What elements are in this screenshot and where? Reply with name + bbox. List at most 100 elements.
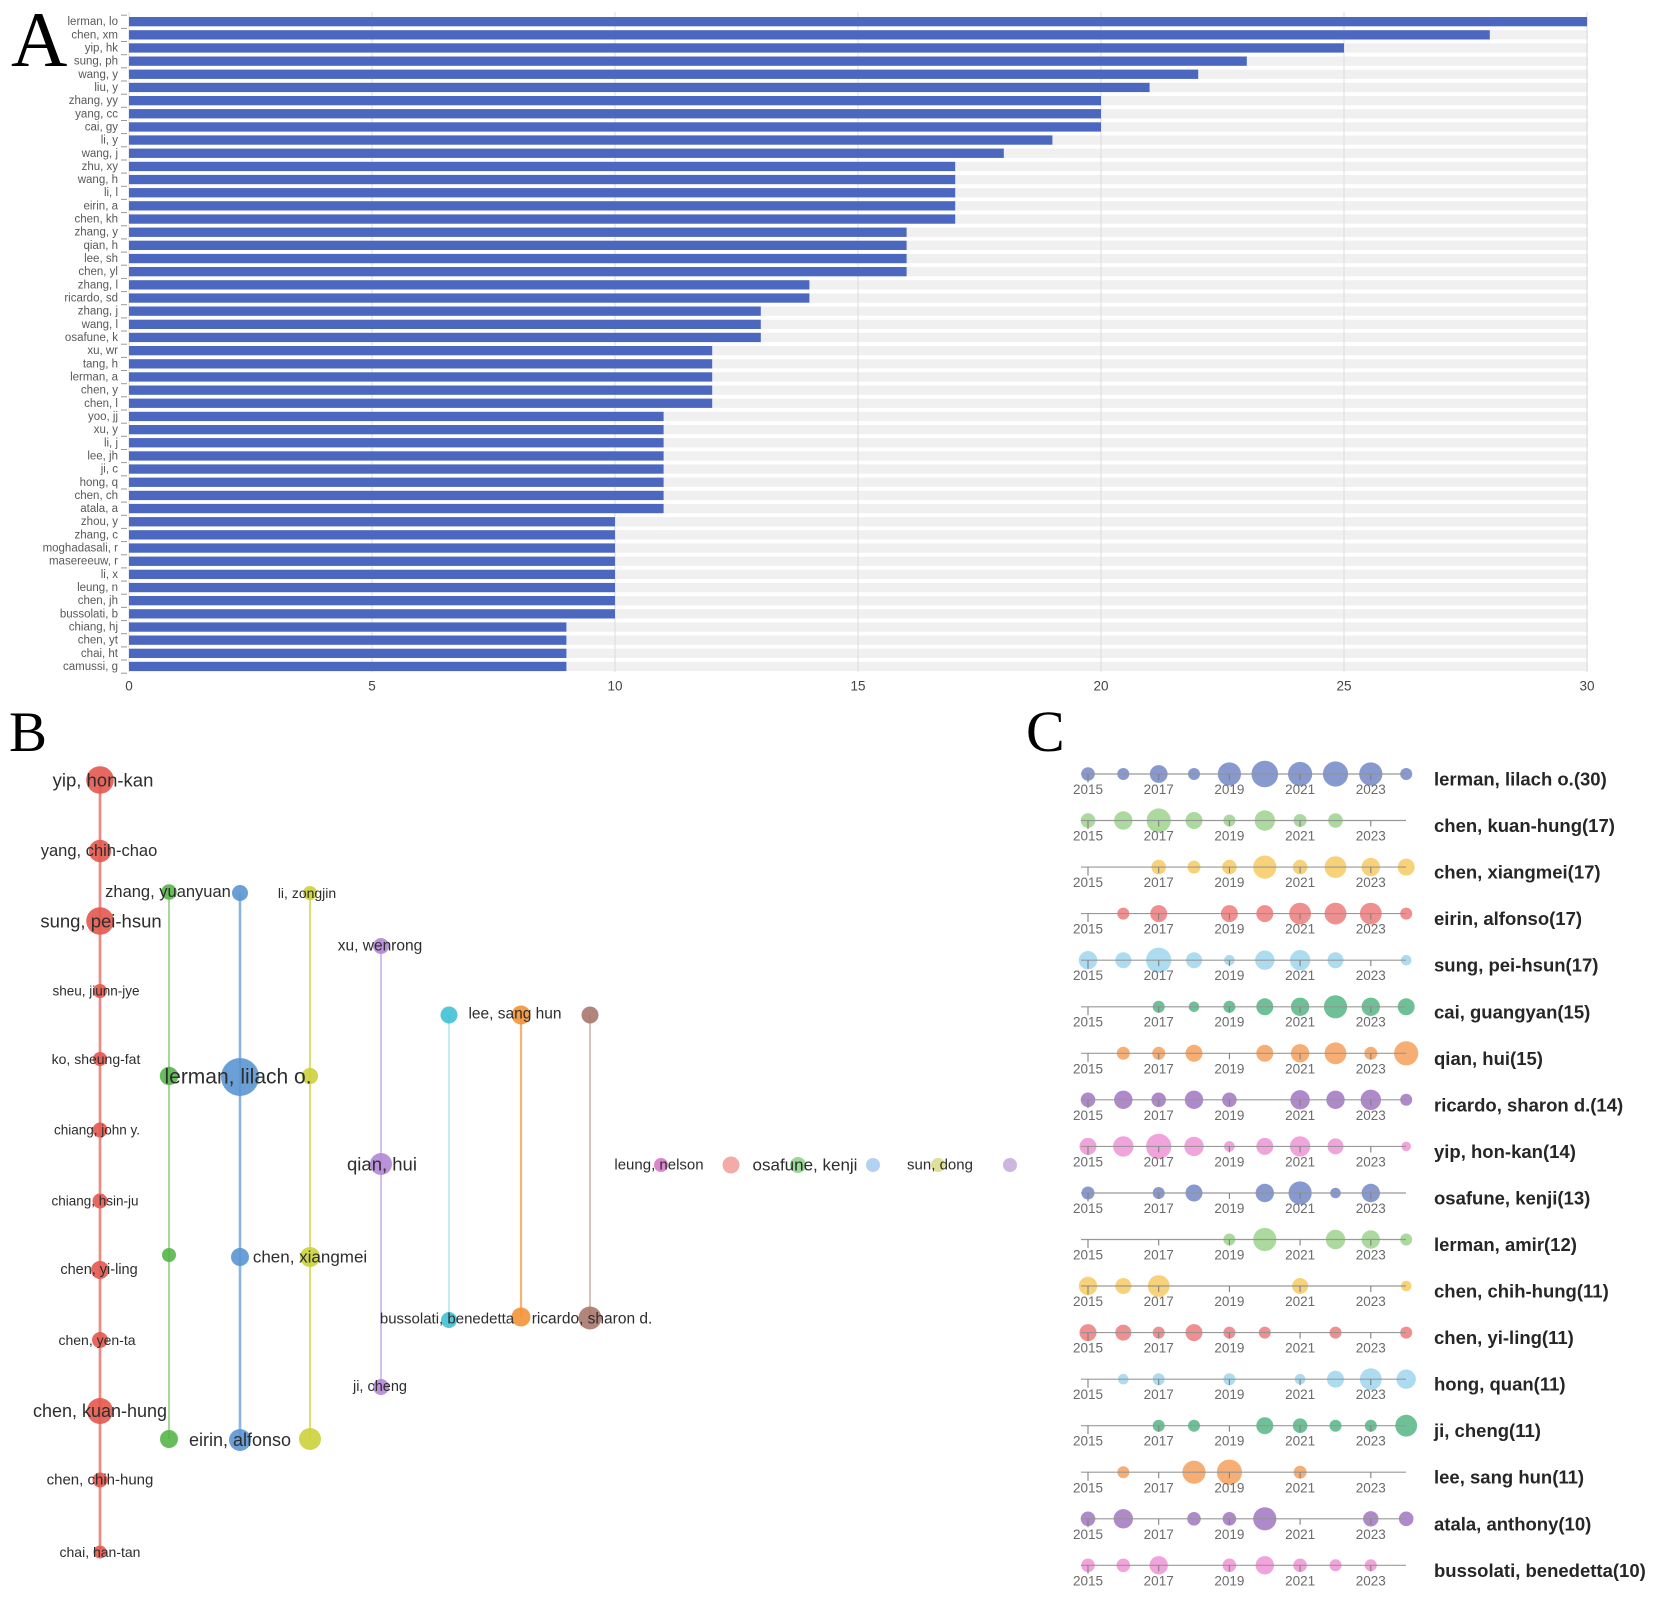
svg-text:2023: 2023 xyxy=(1356,782,1386,797)
svg-text:yip, hk: yip, hk xyxy=(85,43,118,55)
svg-text:2019: 2019 xyxy=(1214,829,1244,844)
svg-text:2017: 2017 xyxy=(1144,829,1174,844)
svg-text:2017: 2017 xyxy=(1144,1341,1174,1356)
svg-text:2021: 2021 xyxy=(1285,922,1315,937)
svg-text:2019: 2019 xyxy=(1214,1248,1244,1263)
svg-text:zhang, y: zhang, y xyxy=(75,227,119,239)
svg-text:2021: 2021 xyxy=(1285,1480,1315,1495)
svg-text:chiang, hsin-ju: chiang, hsin-ju xyxy=(51,1194,138,1209)
svg-text:xu, wr: xu, wr xyxy=(87,345,118,357)
svg-text:2023: 2023 xyxy=(1356,1527,1386,1542)
svg-text:2017: 2017 xyxy=(1144,1294,1174,1309)
svg-text:2023: 2023 xyxy=(1356,968,1386,983)
svg-text:camussi, g: camussi, g xyxy=(63,661,118,673)
svg-text:yip, hon-kan: yip, hon-kan xyxy=(53,770,154,791)
svg-text:2019: 2019 xyxy=(1214,1108,1244,1123)
svg-text:C: C xyxy=(1026,699,1065,764)
svg-text:2017: 2017 xyxy=(1144,1387,1174,1402)
svg-text:ricardo, sharon d.(14): ricardo, sharon d.(14) xyxy=(1434,1094,1623,1115)
svg-text:2015: 2015 xyxy=(1073,782,1103,797)
svg-text:2019: 2019 xyxy=(1214,1434,1244,1449)
svg-text:2023: 2023 xyxy=(1356,1154,1386,1169)
svg-text:2017: 2017 xyxy=(1144,922,1174,937)
svg-text:leung, n: leung, n xyxy=(77,582,118,594)
svg-text:2017: 2017 xyxy=(1144,1154,1174,1169)
svg-text:2015: 2015 xyxy=(1073,1201,1103,1216)
svg-text:li, y: li, y xyxy=(101,135,119,147)
svg-text:ko, sheung-fat: ko, sheung-fat xyxy=(52,1051,141,1067)
svg-text:chen, yi-ling(11): chen, yi-ling(11) xyxy=(1434,1327,1574,1348)
svg-text:chen, y: chen, y xyxy=(81,385,118,397)
svg-text:30: 30 xyxy=(1579,679,1594,694)
svg-text:2021: 2021 xyxy=(1285,1387,1315,1402)
svg-text:2015: 2015 xyxy=(1073,1573,1103,1588)
svg-text:chen, yi-ling: chen, yi-ling xyxy=(60,1262,137,1278)
svg-text:chen, kuan-hung: chen, kuan-hung xyxy=(33,1401,167,1421)
svg-text:chen, yt: chen, yt xyxy=(78,635,119,647)
svg-text:eirin, alfonso: eirin, alfonso xyxy=(189,1430,291,1450)
svg-text:chen, chih-hung: chen, chih-hung xyxy=(47,1472,154,1489)
svg-text:2015: 2015 xyxy=(1073,1061,1103,1076)
svg-text:leung, nelson: leung, nelson xyxy=(614,1157,703,1174)
svg-text:2019: 2019 xyxy=(1214,1480,1244,1495)
svg-text:2017: 2017 xyxy=(1144,1061,1174,1076)
svg-text:atala, a: atala, a xyxy=(80,503,118,515)
svg-text:2015: 2015 xyxy=(1073,829,1103,844)
svg-text:2021: 2021 xyxy=(1285,1294,1315,1309)
svg-text:2019: 2019 xyxy=(1214,1387,1244,1402)
svg-text:wang, y: wang, y xyxy=(77,69,118,81)
svg-text:bussolati, b: bussolati, b xyxy=(60,608,118,620)
svg-text:tang, h: tang, h xyxy=(83,358,118,370)
svg-text:lerman, lilach o.(30): lerman, lilach o.(30) xyxy=(1434,769,1607,790)
svg-text:chen, jh: chen, jh xyxy=(78,595,118,607)
svg-text:xu, wenrong: xu, wenrong xyxy=(338,938,422,955)
svg-text:2015: 2015 xyxy=(1073,1294,1103,1309)
svg-text:ji, c: ji, c xyxy=(100,464,119,476)
svg-text:2019: 2019 xyxy=(1214,922,1244,937)
svg-text:chen, yen-ta: chen, yen-ta xyxy=(58,1332,135,1348)
svg-text:eirin, alfonso(17): eirin, alfonso(17) xyxy=(1434,908,1582,929)
svg-text:2019: 2019 xyxy=(1214,1294,1244,1309)
svg-text:2021: 2021 xyxy=(1285,968,1315,983)
svg-text:osafune, kenji: osafune, kenji xyxy=(753,1156,858,1175)
svg-text:2017: 2017 xyxy=(1144,1248,1174,1263)
svg-text:2017: 2017 xyxy=(1144,1015,1174,1030)
svg-text:2019: 2019 xyxy=(1214,1154,1244,1169)
svg-text:yang, cc: yang, cc xyxy=(75,108,118,120)
svg-text:2019: 2019 xyxy=(1214,1201,1244,1216)
svg-text:chen, chih-hung(11): chen, chih-hung(11) xyxy=(1434,1281,1609,1302)
svg-text:chen, kuan-hung(17): chen, kuan-hung(17) xyxy=(1434,815,1615,836)
svg-text:ricardo, sharon d.: ricardo, sharon d. xyxy=(532,1311,653,1328)
svg-text:qian, hui(15): qian, hui(15) xyxy=(1434,1048,1543,1069)
svg-text:zhang, yy: zhang, yy xyxy=(69,95,118,107)
svg-text:chen, xm: chen, xm xyxy=(71,29,118,41)
svg-text:wang, j: wang, j xyxy=(81,148,118,160)
svg-text:2017: 2017 xyxy=(1144,1480,1174,1495)
svg-text:2023: 2023 xyxy=(1356,1434,1386,1449)
svg-text:chiang, hj: chiang, hj xyxy=(69,622,118,634)
svg-text:bussolati, benedetta(10): bussolati, benedetta(10) xyxy=(1434,1560,1646,1581)
svg-text:2023: 2023 xyxy=(1356,875,1386,890)
svg-text:15: 15 xyxy=(850,679,865,694)
svg-text:lerman, lilach o.: lerman, lilach o. xyxy=(164,1066,311,1089)
svg-text:5: 5 xyxy=(368,679,376,694)
svg-text:2021: 2021 xyxy=(1285,1527,1315,1542)
svg-text:2017: 2017 xyxy=(1144,1434,1174,1449)
svg-text:2017: 2017 xyxy=(1144,782,1174,797)
svg-text:sung, pei-hsun(17): sung, pei-hsun(17) xyxy=(1434,955,1598,976)
svg-text:hong, quan(11): hong, quan(11) xyxy=(1434,1374,1566,1395)
svg-text:qian, h: qian, h xyxy=(83,240,118,252)
svg-text:liu, y: liu, y xyxy=(94,82,118,94)
svg-text:2015: 2015 xyxy=(1073,1387,1103,1402)
svg-text:lee, sang hun: lee, sang hun xyxy=(468,1006,561,1023)
svg-text:yip, hon-kan(14): yip, hon-kan(14) xyxy=(1434,1141,1576,1162)
svg-text:2015: 2015 xyxy=(1073,968,1103,983)
svg-text:2021: 2021 xyxy=(1285,1434,1315,1449)
svg-text:2021: 2021 xyxy=(1285,829,1315,844)
svg-text:2015: 2015 xyxy=(1073,1108,1103,1123)
svg-text:2017: 2017 xyxy=(1144,1108,1174,1123)
svg-text:2021: 2021 xyxy=(1285,1108,1315,1123)
svg-text:2021: 2021 xyxy=(1285,1248,1315,1263)
svg-text:sung, ph: sung, ph xyxy=(74,56,118,68)
svg-text:chiang, john y.: chiang, john y. xyxy=(54,1123,140,1138)
